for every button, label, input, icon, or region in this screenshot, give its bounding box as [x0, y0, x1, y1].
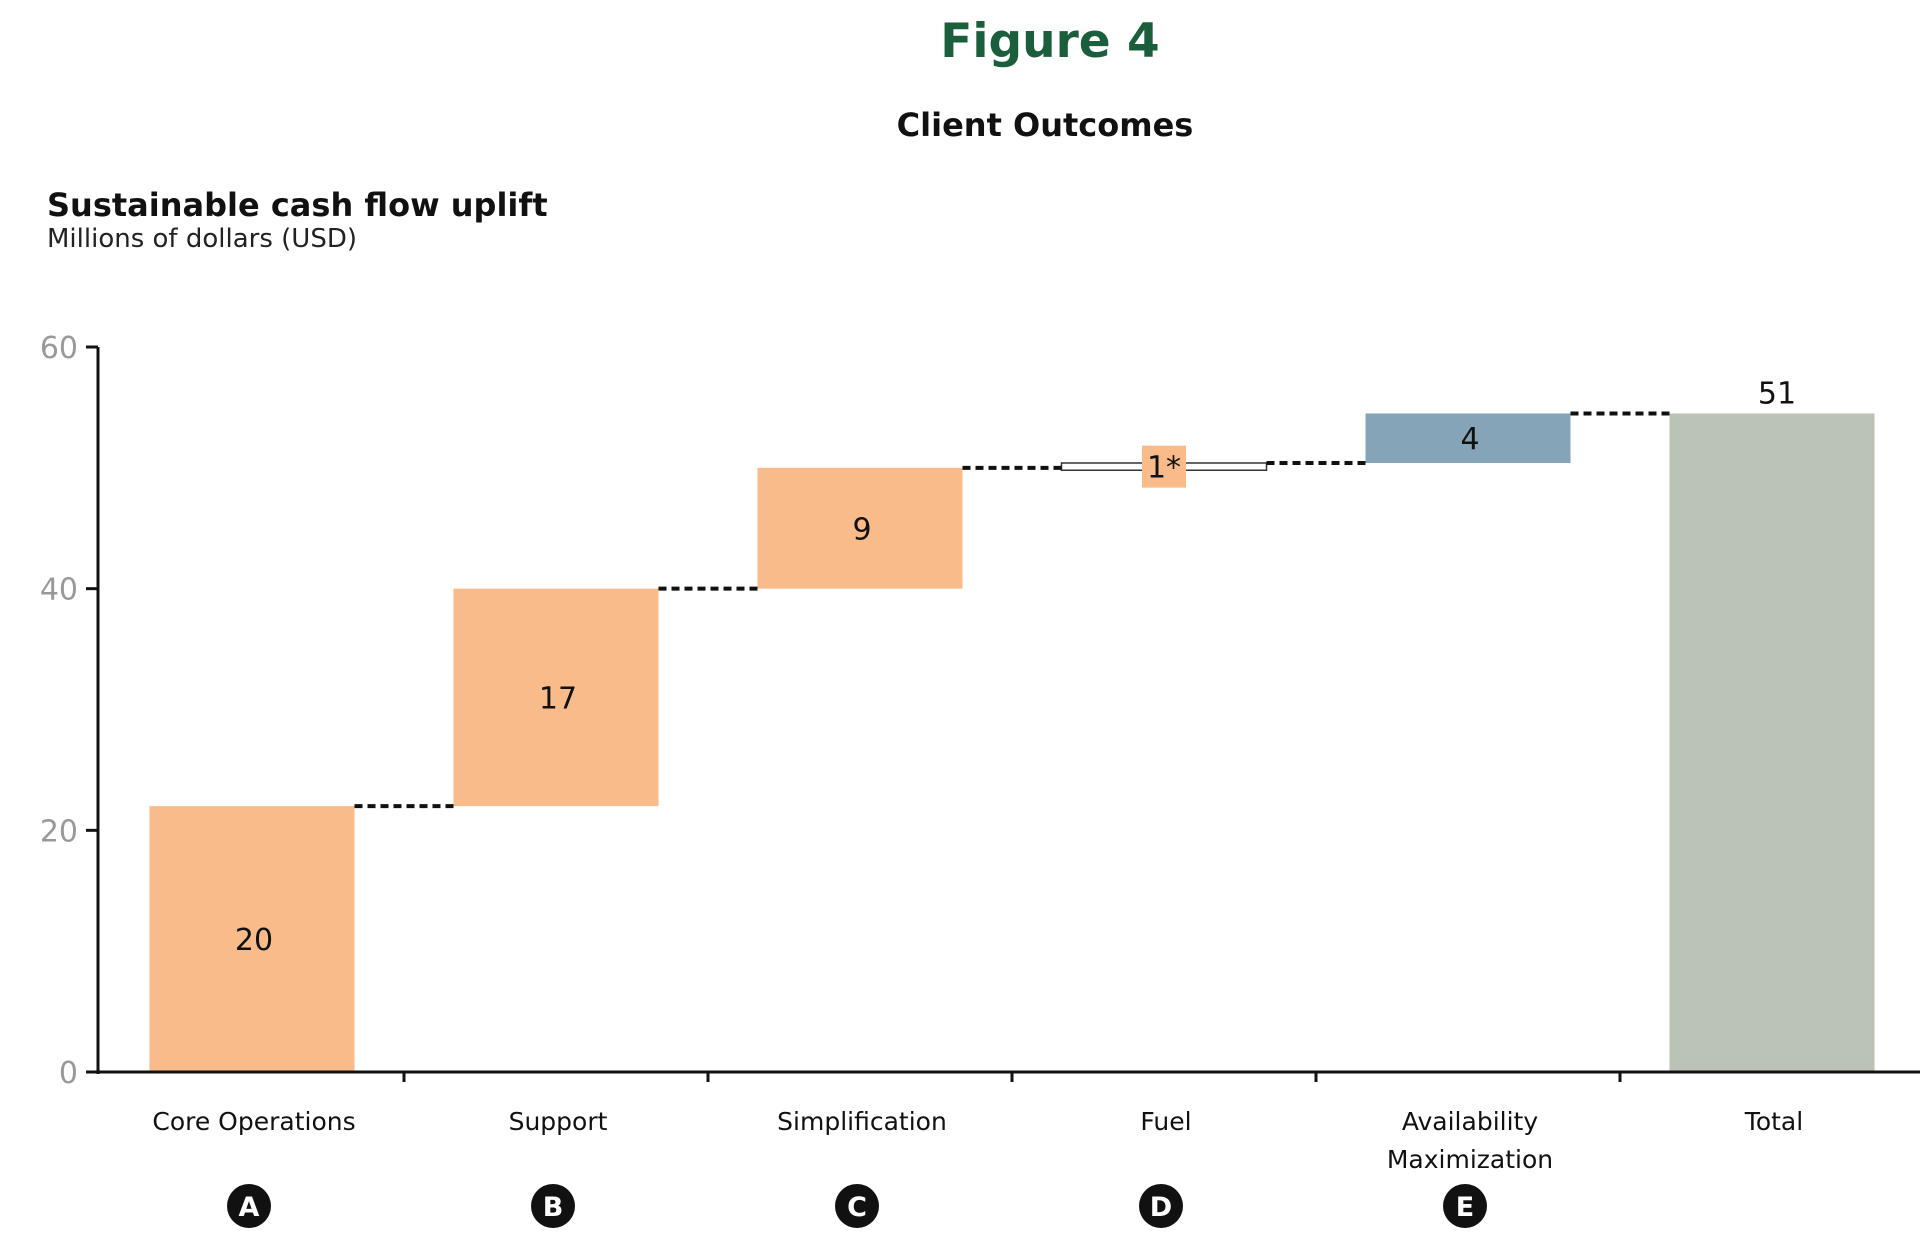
bar-value-label: 51 — [1758, 376, 1796, 411]
bar-total — [1669, 413, 1875, 1072]
y-tick-label: 0 — [59, 1056, 78, 1091]
chart-title: Client Outcomes — [896, 106, 1194, 144]
marker-badge — [835, 1184, 879, 1228]
marker-letter: E — [1456, 1192, 1474, 1223]
y-axis-title: Sustainable cash flow uplift — [47, 186, 548, 224]
marker-letter: C — [847, 1192, 867, 1223]
y-tick-label: 60 — [40, 331, 78, 366]
y-tick-label: 20 — [40, 814, 78, 849]
x-category-label: Total — [1744, 1107, 1803, 1136]
bar-value-label: 1* — [1147, 451, 1181, 486]
x-category-label: Support — [509, 1107, 608, 1136]
marker-letter: A — [239, 1192, 260, 1223]
x-category-label: Core Operations — [152, 1107, 355, 1136]
y-tick-label: 40 — [40, 573, 78, 608]
x-category-label: Simplification — [777, 1107, 947, 1136]
y-axis-units: Millions of dollars (USD) — [47, 224, 357, 254]
x-category-label: Maximization — [1387, 1145, 1553, 1174]
bar-availability-maximization — [1365, 413, 1571, 463]
marker-badge — [1443, 1184, 1487, 1228]
marker-badge — [531, 1184, 575, 1228]
bar-core-operations — [149, 806, 355, 1072]
bar-value-label: 9 — [852, 512, 871, 547]
bar-value-label: 17 — [539, 681, 577, 716]
marker-badge — [227, 1184, 271, 1228]
marker-badge — [1139, 1184, 1183, 1228]
bar-label-background — [1142, 445, 1186, 488]
marker-letter: B — [543, 1192, 564, 1223]
x-category-label: Fuel — [1140, 1107, 1191, 1136]
bar-value-label: 4 — [1460, 422, 1479, 457]
marker-letter: D — [1150, 1192, 1172, 1223]
bar-value-label: 20 — [235, 923, 273, 958]
x-category-label: Availability — [1402, 1107, 1538, 1136]
figure-label: Figure 4 — [940, 14, 1160, 69]
bar-support — [453, 588, 659, 807]
bar-simplification — [757, 467, 963, 589]
